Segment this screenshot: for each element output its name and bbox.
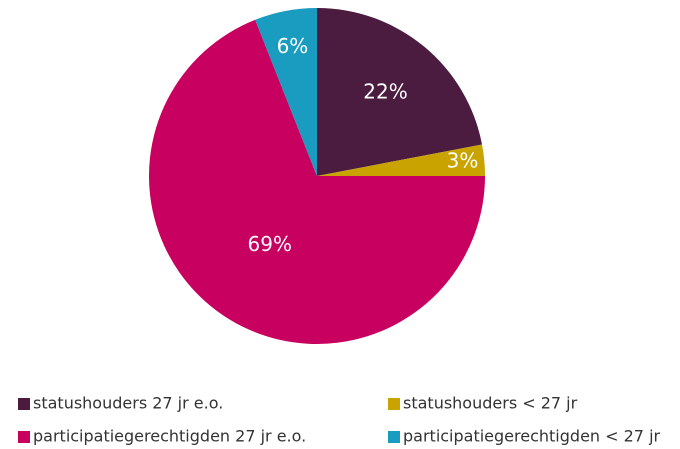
slice-label: 6%	[277, 34, 309, 58]
pie-slice	[149, 19, 485, 345]
pie-slice	[255, 8, 317, 176]
legend-text: statushouders < 27 jr	[403, 394, 578, 413]
legend-text: participatiegerechtigden < 27 jr	[403, 427, 661, 446]
pie-slice	[317, 8, 483, 176]
legend-text: participatiegerechtigden 27 jr e.o.	[33, 427, 306, 446]
slice-label: 22%	[363, 80, 407, 104]
legend-swatch	[18, 398, 30, 410]
slice-label: 3%	[447, 149, 479, 173]
legend-text: statushouders 27 jr e.o.	[33, 394, 223, 413]
legend-swatch	[388, 431, 400, 443]
legend-swatch	[18, 431, 30, 443]
slice-label: 69%	[248, 232, 292, 256]
legend-swatch	[388, 398, 400, 410]
pie-slice	[317, 144, 485, 176]
